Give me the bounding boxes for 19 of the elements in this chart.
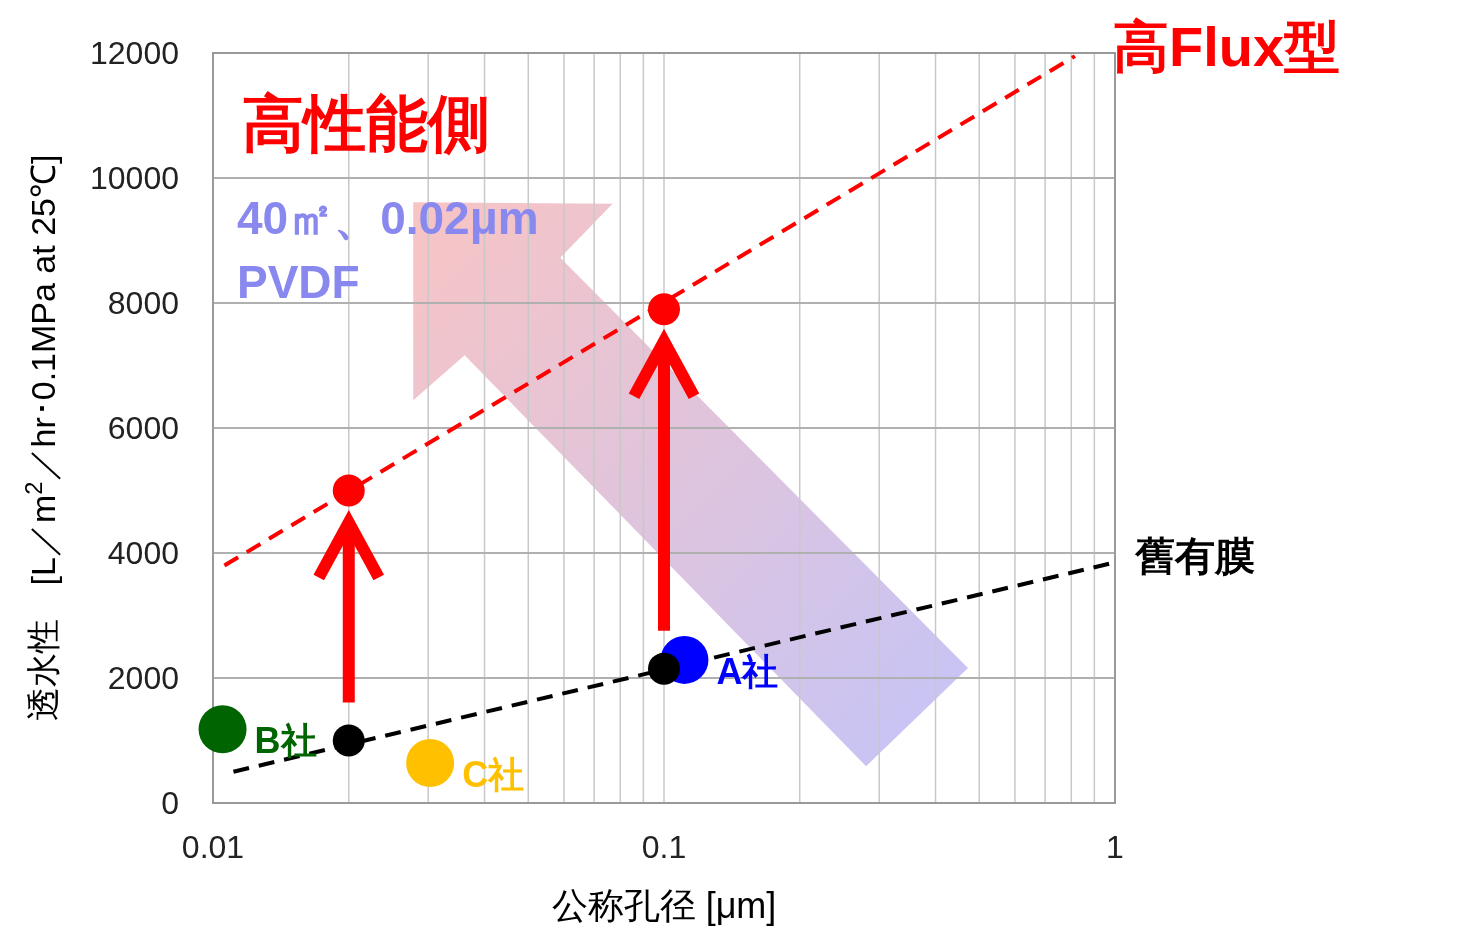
x-tick-label: 0.01 [181,829,245,865]
annotation: PVDF [237,256,360,308]
annotation: 40㎡、0.02μm [237,192,539,244]
series-label: B社 [254,720,317,762]
y-tick-label: 6000 [107,410,179,446]
series-label: C社 [462,754,525,795]
series-label: 高Flux型 [1112,15,1341,79]
series-label: 舊有膜 [1134,534,1255,579]
y-tick-label: 10000 [90,160,179,196]
y-tick-label: 2000 [107,660,179,696]
x-tick-label: 0.1 [641,829,687,865]
y-tick-label: 8000 [107,285,179,321]
y-tick-label: 0 [161,785,179,821]
y-tick-label: 4000 [107,535,179,571]
series-label: A社 [716,650,779,692]
x-tick-label: 1 [1106,829,1124,865]
x-axis-title: 公称孔径 [μm] [551,885,777,926]
y-tick-label: 12000 [90,35,179,71]
annotation: 高性能側 [242,89,490,158]
